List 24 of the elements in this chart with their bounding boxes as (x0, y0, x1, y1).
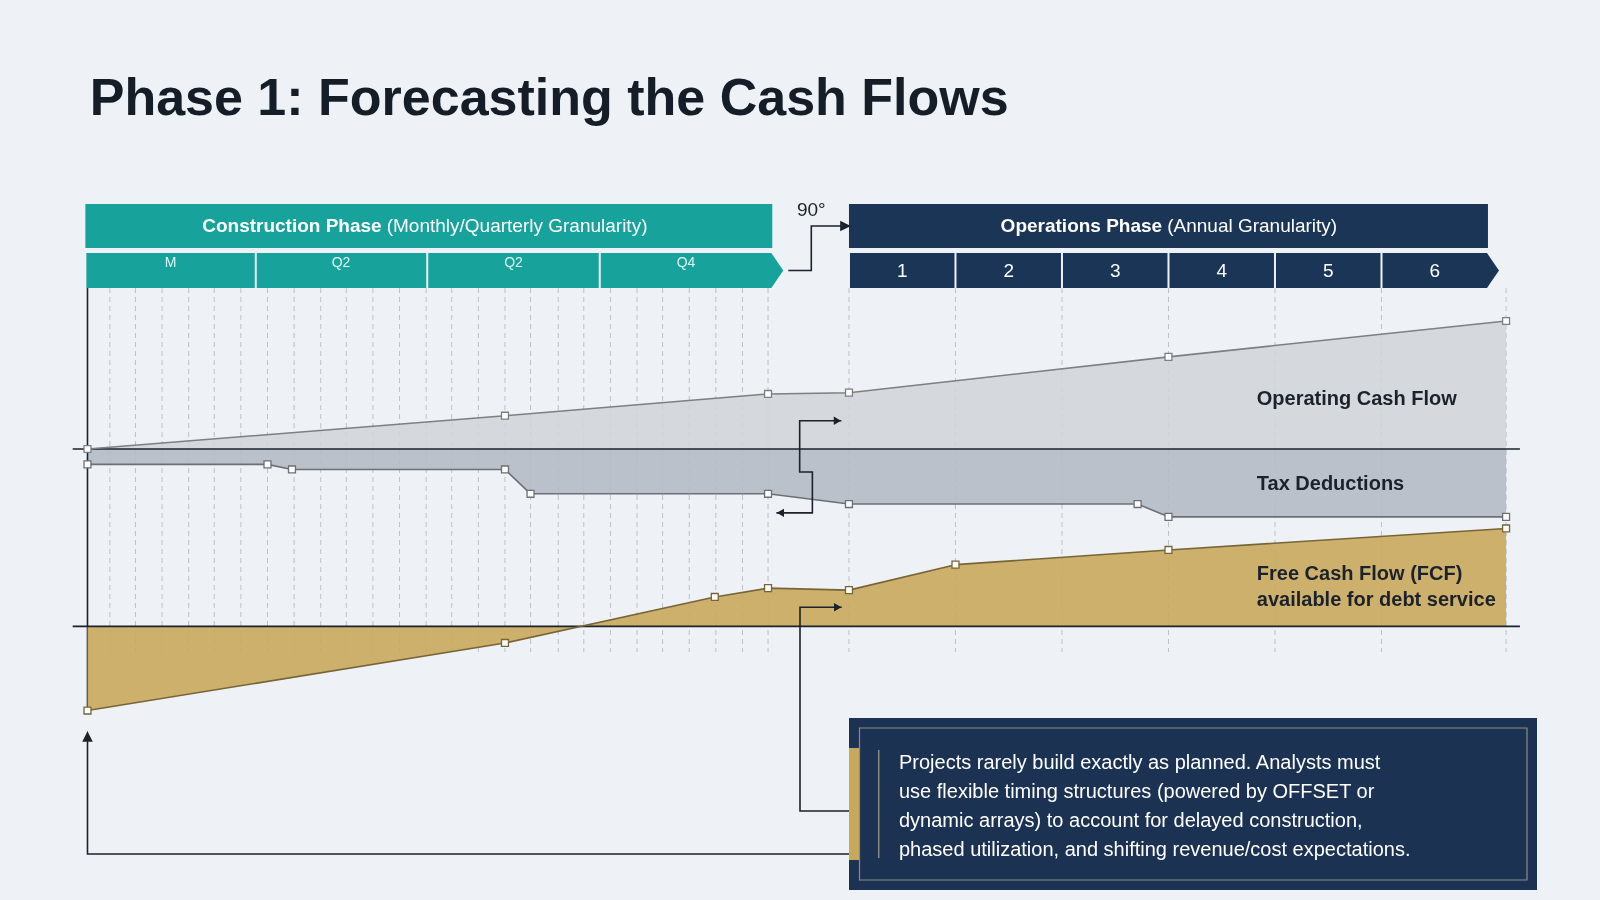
x-tick-label: Q2 (504, 254, 524, 270)
x-tick-label: M (164, 254, 177, 270)
x-tick-label: 4 (1216, 259, 1228, 281)
text: Operations Phase (Annual Granularity) (1000, 215, 1338, 236)
series-label: Free Cash Flow (FCF) available for debt service (1256, 561, 1496, 610)
point (500, 411, 510, 420)
x-tick-label: Q4 (676, 254, 696, 270)
x-tick-label: 2 (1003, 259, 1015, 281)
point (763, 389, 773, 399)
x-tick-label: 3 (1109, 259, 1121, 281)
point (1501, 316, 1511, 326)
point (844, 388, 854, 397)
x-tick-label: 1 (896, 259, 908, 281)
text: Construction Phase (Monthly/Quarterly Granularity) (202, 215, 648, 236)
text: 90° (796, 199, 826, 220)
x-tick-label: 5 (1322, 259, 1334, 281)
x-tick-label: Q2 (331, 254, 351, 270)
point (1164, 352, 1173, 361)
series-label: Operating Cash Flow (1256, 387, 1458, 410)
chart-title: Phase 1: Forecasting the Cash Flows (89, 68, 1009, 126)
series-label: Tax Deductions (1256, 472, 1405, 495)
text: Projects rarely build exactly as planned. Analysts must use flexible timing structures (powered by OFFSET or dynamic arrays) to account for delayed construction, phased utilization, and shifting revenue/cost expectations. (899, 751, 1411, 860)
x-tick-label: 6 (1429, 259, 1441, 281)
point (83, 444, 92, 454)
